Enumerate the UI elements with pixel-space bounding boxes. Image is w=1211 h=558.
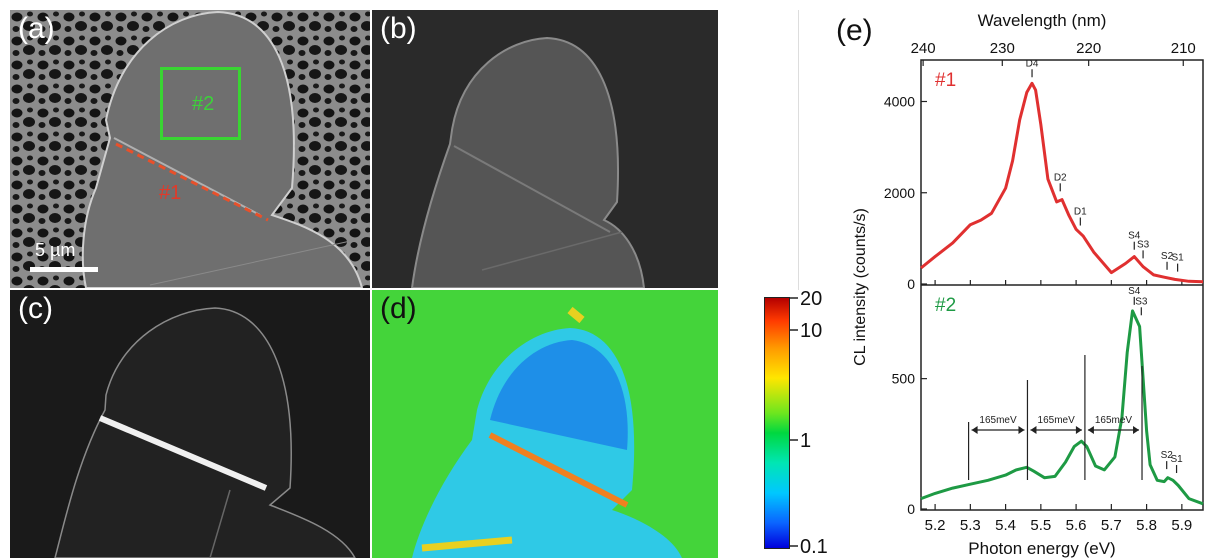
panel-b-label: (b) [380,12,417,45]
peak-label: S4 [1128,286,1141,297]
peak-label: S2 [1161,450,1174,461]
panel-c: (c) [10,290,370,558]
peak-label: S1 [1170,454,1183,465]
colorbar-tick-1: 1 [800,430,811,452]
colorbar [764,297,790,549]
spacing-arrowhead-left [1030,426,1037,434]
spacing-label: 165meV [1038,415,1076,426]
y-tick-label: 500 [892,371,916,387]
divider-line [798,10,799,290]
series-label-1: #1 [935,70,956,91]
top-x-tick-label: 240 [911,40,936,57]
series-line-2 [920,309,1204,506]
series-label-2: #2 [935,295,956,316]
panel-d: (d) [372,290,718,558]
x-tick-label: 5.8 [1136,517,1157,534]
peak-label: D4 [1026,58,1039,69]
spacing-arrowhead-right [1133,426,1140,434]
panel-a-label: (a) [18,12,55,45]
x-tick-label: 5.3 [960,517,981,534]
spacing-arrowhead-right [1075,426,1082,434]
series-line-1 [920,81,1204,284]
top-x-tick-label: 210 [1171,40,1196,57]
spacing-label: 165meV [979,415,1017,426]
x-tick-label: 5.2 [925,517,946,534]
box-2-label: #2 [192,93,215,115]
peak-label: S1 [1172,253,1185,264]
spacing-arrowhead-left [971,426,978,434]
x-tick-label: 5.9 [1171,517,1192,534]
colorbar-ticks: 20 10 1 0.1 [790,288,828,558]
peak-label: S4 [1128,231,1141,242]
panel-c-image [54,307,356,558]
x-tick-label: 5.7 [1101,517,1122,534]
y-axis-label: CL intensity (counts/s) [852,208,869,366]
y-tick-label: 0 [907,501,915,517]
y-tick-label: 2000 [884,185,915,201]
panel-b-image [410,36,646,288]
panel-e-label: (e) [836,14,873,47]
peak-label: S3 [1135,296,1148,307]
panel-a-image [10,10,370,288]
top-x-tick-label: 220 [1076,40,1101,57]
panel-b: (b) [372,10,718,288]
peak-label: D2 [1054,172,1067,183]
panel-c-label: (c) [18,292,53,325]
x-tick-label: 5.6 [1066,517,1087,534]
panel-a: #2 #1 5 µm (a) [10,10,370,288]
top-x-axis-label: Wavelength (nm) [978,11,1107,30]
panel-d-label: (d) [380,292,417,325]
line-1-label: #1 [159,182,182,204]
x-tick-label: 5.4 [995,517,1016,534]
spacing-arrowhead-left [1087,426,1094,434]
top-x-tick-label: 230 [990,40,1015,57]
scale-bar-label: 5 µm [35,240,76,260]
peak-label: S2 [1161,251,1174,262]
peak-label: D1 [1074,207,1087,218]
colorbar-tick-20: 20 [800,288,822,310]
spacing-label: 165meV [1095,415,1133,426]
colorbar-tick-10: 10 [800,320,822,342]
spacing-arrowhead-right [1018,426,1025,434]
line-1-overlay [115,142,269,222]
x-tick-label: 5.5 [1030,517,1051,534]
colorbar-tick-0-1: 0.1 [800,536,828,558]
scale-bar [30,267,98,272]
peak-label: S3 [1137,239,1150,250]
y-tick-label: 4000 [884,94,915,110]
y-tick-label: 0 [907,276,915,292]
x-axis-label: Photon energy (eV) [968,539,1115,558]
panel-d-map [372,290,718,558]
box-2 [160,67,241,140]
